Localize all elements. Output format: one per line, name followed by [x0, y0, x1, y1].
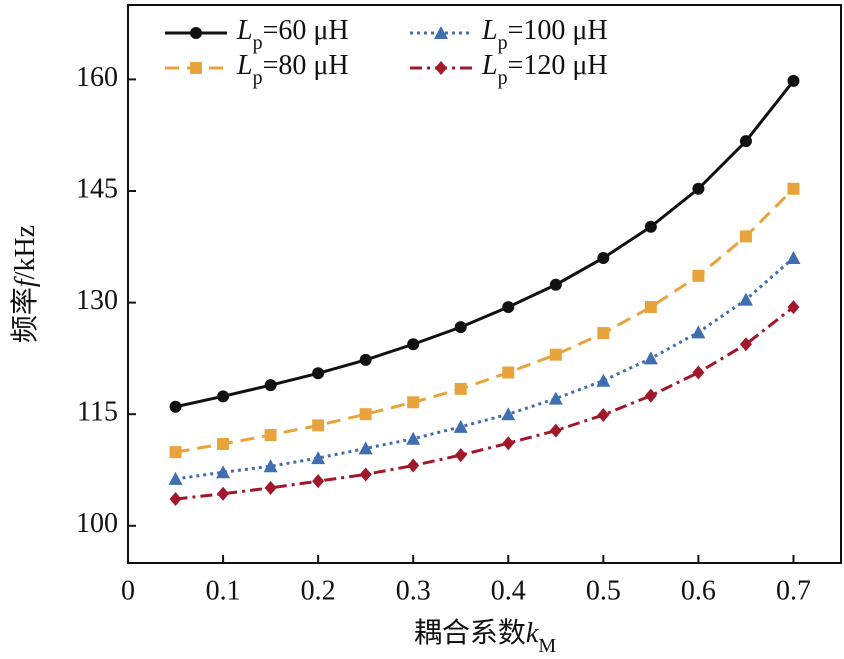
- y-tick-label: 115: [77, 397, 118, 428]
- data-point: [264, 379, 277, 392]
- y-axis-label: 频率f/kHz: [9, 225, 41, 343]
- data-point: [359, 467, 372, 482]
- data-point: [502, 301, 515, 314]
- data-point: [169, 400, 182, 413]
- data-point: [263, 459, 278, 473]
- data-point: [454, 382, 467, 395]
- data-point: [738, 292, 753, 306]
- x-tick-label: 0.5: [586, 575, 621, 606]
- data-point: [691, 325, 706, 339]
- data-point: [787, 182, 800, 195]
- data-point: [596, 373, 611, 387]
- data-point: [549, 348, 562, 361]
- data-point: [549, 423, 562, 438]
- data-point: [548, 391, 563, 405]
- data-point: [406, 431, 421, 445]
- x-tick-label: 0.2: [301, 575, 336, 606]
- data-point: [264, 429, 277, 442]
- data-point: [644, 388, 657, 403]
- data-point: [739, 230, 752, 243]
- x-tick-label: 0.3: [396, 575, 431, 606]
- series-line: [175, 305, 795, 501]
- data-point: [692, 269, 705, 282]
- y-tick-label: 145: [76, 173, 118, 204]
- data-point: [407, 338, 420, 351]
- legend-label: Lp=60 μH: [236, 15, 349, 53]
- x-tick-label: 0.7: [776, 575, 811, 606]
- data-point: [312, 474, 325, 489]
- data-point: [597, 251, 610, 264]
- data-point: [739, 337, 752, 352]
- data-point: [454, 321, 467, 334]
- series-line: [175, 79, 795, 409]
- data-point: [454, 448, 467, 463]
- data-point: [502, 436, 515, 451]
- data-point: [407, 458, 420, 473]
- legend-marker: [435, 61, 447, 75]
- y-tick-label: 130: [76, 285, 118, 316]
- data-point: [312, 367, 325, 380]
- data-point: [264, 480, 277, 495]
- data-point: [359, 408, 372, 421]
- data-point: [597, 407, 610, 422]
- data-point: [216, 465, 231, 479]
- legend-label: Lp=100 μH: [481, 15, 608, 53]
- series-line: [175, 187, 795, 454]
- data-point: [786, 250, 801, 264]
- data-point: [169, 492, 182, 507]
- data-point: [501, 407, 516, 421]
- data-point: [787, 74, 800, 87]
- data-point: [217, 486, 230, 501]
- y-tick-label: 100: [76, 508, 118, 539]
- y-tick-label: 160: [76, 62, 118, 93]
- data-point: [312, 419, 325, 432]
- legend-marker: [190, 27, 202, 39]
- legend-marker: [434, 26, 448, 39]
- legend-label: Lp=80 μH: [236, 50, 349, 88]
- data-point: [692, 182, 705, 195]
- data-point: [359, 353, 372, 366]
- data-point: [453, 419, 468, 433]
- data-point: [549, 278, 562, 291]
- data-point: [597, 327, 610, 340]
- x-tick-label: 0: [121, 575, 135, 606]
- data-point: [644, 220, 657, 233]
- data-point: [739, 135, 752, 148]
- data-point: [787, 300, 800, 315]
- data-point: [169, 446, 182, 459]
- data-point: [692, 365, 705, 380]
- x-axis-label: 耦合系数kM: [414, 617, 556, 656]
- legend-marker: [190, 62, 202, 74]
- data-point: [311, 451, 326, 465]
- legend-label: Lp=120 μH: [481, 50, 608, 88]
- plot-frame: [127, 4, 842, 564]
- data-point: [168, 471, 183, 485]
- data-point: [643, 351, 658, 365]
- x-tick-label: 0.4: [491, 575, 526, 606]
- data-point: [502, 366, 515, 379]
- data-point: [217, 390, 230, 403]
- x-tick-label: 0.6: [681, 575, 716, 606]
- data-point: [644, 301, 657, 314]
- data-point: [407, 396, 420, 409]
- x-tick-label: 0.1: [206, 575, 241, 606]
- data-point: [217, 437, 230, 450]
- data-point: [358, 441, 373, 455]
